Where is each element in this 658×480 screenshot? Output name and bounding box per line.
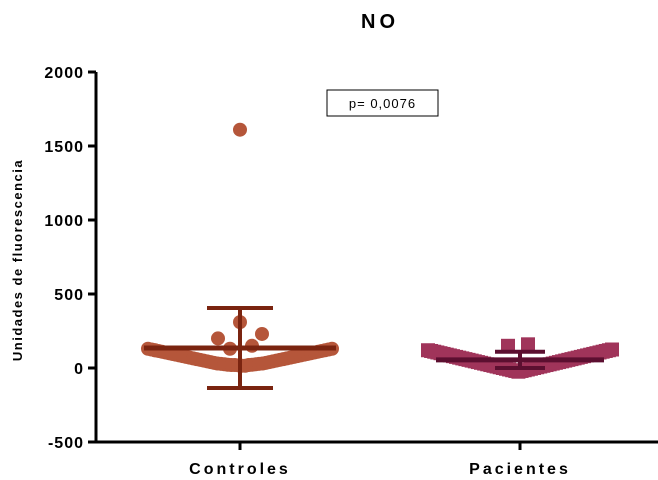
- y-tick-label: 1500: [44, 139, 84, 156]
- controles-point: [233, 122, 247, 137]
- error-bars: [144, 306, 604, 390]
- y-axis: -500 0 500 1000 1500 2000: [44, 65, 98, 452]
- data-points: [141, 122, 619, 379]
- p-value-annotation: p= 0,0076: [349, 96, 416, 111]
- y-tick-label: 500: [54, 287, 84, 304]
- controles-point: [211, 331, 225, 346]
- x-tick-label: Controles: [189, 461, 291, 478]
- chart-title: NO: [361, 11, 399, 33]
- x-axis: Controles Pacientes: [94, 440, 658, 478]
- pacientes-point: [605, 342, 619, 357]
- controles-point: [255, 326, 269, 341]
- y-axis-title: Unidades de fluorescencia: [10, 159, 25, 361]
- y-tick-label: 1000: [44, 213, 84, 230]
- pacientes-point: [501, 338, 515, 353]
- annotation-frame: [326, 89, 439, 117]
- x-tick-label: Pacientes: [469, 461, 571, 478]
- y-tick-label: 0: [74, 361, 84, 378]
- pacientes-point: [521, 337, 535, 352]
- annotation-box: p= 0,0076: [326, 89, 439, 117]
- y-tick-label: -500: [48, 435, 84, 452]
- y-tick-label: 2000: [44, 65, 84, 82]
